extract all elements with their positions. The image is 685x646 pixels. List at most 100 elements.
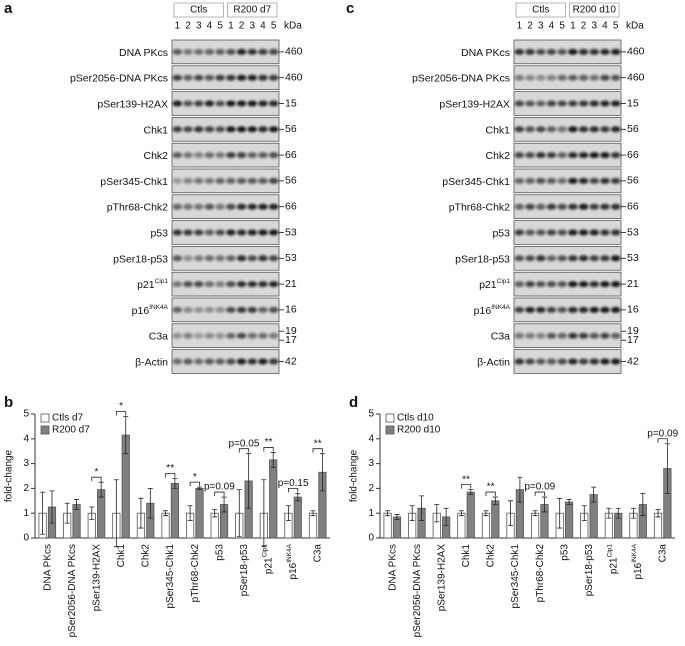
band: [514, 177, 525, 184]
band: [568, 48, 578, 55]
band: [172, 332, 183, 339]
protein-label: pThr68-Chk2: [449, 201, 510, 213]
band: [525, 126, 535, 133]
error-bar: [615, 507, 621, 519]
band: [535, 358, 546, 365]
error-bar: [172, 478, 178, 489]
group-label: R200 d10: [573, 5, 617, 16]
x-tick-label: pThr68-Chk2: [189, 544, 200, 603]
blot-row: p21Cip1 21: [137, 271, 297, 297]
lane-number: 4: [207, 21, 213, 32]
protein-label: pThr68-Chk2: [107, 201, 168, 213]
band: [236, 332, 247, 339]
band: [578, 358, 589, 365]
significance-bracket: [115, 411, 127, 416]
band: [268, 74, 279, 81]
band: [589, 332, 600, 339]
band: [183, 100, 193, 107]
error-bar: [196, 486, 202, 491]
band: [193, 100, 204, 107]
band: [215, 100, 225, 107]
band: [236, 358, 247, 365]
band: [183, 203, 193, 210]
band: [204, 152, 215, 159]
band: [600, 100, 610, 107]
kda-label: 19: [627, 325, 639, 337]
error-bar: [409, 505, 415, 522]
protein-label: pSer139-H2AX: [439, 98, 510, 110]
band: [183, 152, 193, 159]
lane-number: 2: [185, 21, 191, 32]
band: [610, 74, 621, 81]
lane-number: 5: [271, 21, 277, 32]
band: [610, 229, 621, 236]
band: [535, 203, 546, 210]
band: [546, 100, 557, 107]
band: [247, 229, 258, 236]
band: [578, 281, 589, 288]
protein-label-main: p21: [479, 279, 497, 291]
y-tick-label: 4: [368, 433, 374, 444]
significance-bracket: [312, 448, 323, 453]
error-bar: [541, 496, 547, 513]
kda-label: 15: [627, 97, 639, 109]
y-tick-label: 2: [368, 483, 374, 494]
group-box: [569, 2, 620, 18]
protein-label-main: pThr68-Chk2: [107, 201, 168, 213]
protein-label: C3a: [491, 330, 510, 342]
y-tick-label: 5: [23, 409, 29, 420]
band: [215, 306, 225, 313]
significance-bracket: [657, 438, 668, 443]
error-bar: [147, 488, 153, 519]
band: [514, 229, 525, 236]
x-tick-label-main: C3a: [312, 544, 323, 563]
blot-row: DNA PKcs 460: [119, 39, 303, 65]
x-tick-label: pSer345-Chk1: [165, 544, 176, 609]
legend-label: Ctls d7: [52, 413, 84, 424]
significance-label: p=0.05: [229, 438, 260, 449]
protein-label: Chk1: [485, 124, 510, 136]
error-bar: [468, 489, 474, 495]
band: [183, 358, 193, 365]
band: [557, 152, 567, 159]
band: [546, 358, 557, 365]
band: [204, 358, 215, 365]
error-bar: [74, 499, 80, 510]
band: [578, 126, 589, 133]
lane-number: 3: [591, 21, 597, 32]
x-tick-label: DNA PKcs: [387, 544, 398, 591]
band: [557, 306, 567, 313]
x-tick-label: pSer139-H2AX: [91, 544, 102, 612]
kda-label: 56: [627, 175, 639, 187]
bar: [531, 512, 540, 539]
significance-bracket: [288, 487, 299, 493]
protein-label: pSer2056-DNA PKcs: [70, 72, 168, 84]
error-bar: [664, 443, 670, 494]
x-tick-label: p16INK4A: [286, 543, 299, 579]
x-tick-label: pThr68-Chk2: [534, 544, 545, 603]
band: [568, 100, 578, 107]
x-tick-label-main: Chk2: [140, 544, 151, 568]
band: [236, 255, 247, 262]
band: [525, 255, 535, 262]
band: [535, 255, 546, 262]
band: [183, 332, 193, 339]
band: [172, 100, 183, 107]
bar: [383, 512, 392, 539]
band: [525, 100, 535, 107]
x-tick-label-sup: INK4A: [286, 543, 293, 562]
error-bar: [458, 510, 464, 517]
x-tick-label: pSer139-H2AX: [436, 544, 447, 612]
band: [557, 358, 567, 365]
band: [236, 126, 247, 133]
band: [172, 48, 183, 55]
band: [183, 48, 193, 55]
significance-label: p=0.09: [647, 428, 678, 439]
band: [172, 229, 183, 236]
band: [546, 177, 557, 184]
y-axis-label: fold-change: [4, 449, 15, 502]
x-tick-label: DNA PKcs: [42, 544, 53, 591]
x-tick-label: p53: [214, 544, 225, 561]
band: [204, 332, 215, 339]
x-tick-label-main: C3a: [657, 544, 668, 563]
